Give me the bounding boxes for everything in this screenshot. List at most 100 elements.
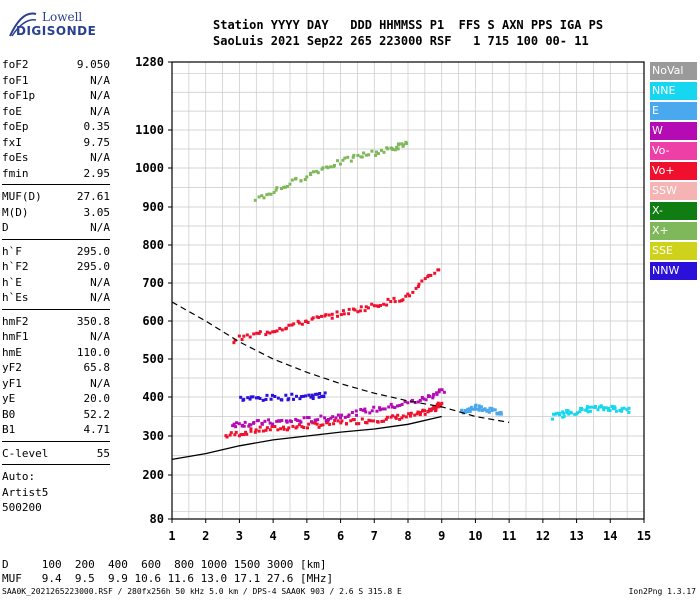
f2-o-trace-mark: [385, 415, 389, 419]
param-label: foEs: [2, 151, 29, 164]
f2-o-trace-mark: [225, 435, 229, 439]
f2-x-trace-mark: [285, 420, 289, 424]
second-hop-trace-mark: [242, 334, 246, 338]
f2-x-trace-mark: [410, 398, 414, 402]
f2-x-trace-mark: [278, 419, 282, 423]
f2-o-trace-mark: [254, 428, 258, 432]
third-hop-trace-mark: [395, 145, 399, 149]
spread-f-cluster-b-mark: [469, 407, 473, 411]
param-value: N/A: [90, 73, 110, 87]
f2-o-trace-mark: [357, 422, 361, 426]
spread-f-cluster-a-mark: [619, 409, 623, 413]
legend-x-minus: X-: [650, 202, 697, 220]
third-hop-trace-mark: [356, 153, 360, 157]
param-value: N/A: [90, 330, 110, 343]
third-hop-trace-mark: [349, 159, 353, 163]
param-value: N/A: [90, 104, 110, 118]
f2-x-trace-mark: [442, 390, 446, 394]
param-row: B1 4.71: [2, 422, 110, 438]
param-label: fmin: [2, 166, 29, 180]
f2-x-trace-mark: [234, 425, 238, 429]
third-hop-trace-mark: [386, 147, 390, 151]
third-hop-trace-mark: [360, 155, 364, 159]
f2-o-trace-mark: [291, 424, 295, 428]
f2-o-trace-mark: [328, 422, 332, 426]
second-hop-trace-mark: [268, 331, 272, 335]
f2-x-trace-mark: [424, 398, 428, 402]
f2-nnw-trace-mark: [299, 395, 303, 399]
third-hop-trace-mark: [338, 162, 342, 166]
f2-nnw-trace-mark: [292, 397, 296, 401]
spread-f-cluster-b-mark: [499, 412, 503, 416]
second-hop-trace-mark: [427, 273, 431, 277]
f2-o-trace-mark: [369, 419, 373, 423]
f2-x-trace-mark: [378, 408, 382, 412]
lowell-digisonde-logo: Lowell DIGISONDE: [8, 8, 108, 48]
f2-o-trace-mark: [372, 419, 376, 423]
param-row: yF1 N/A: [2, 376, 110, 392]
spread-f-cluster-a-mark: [552, 412, 556, 416]
f2-o-trace-mark: [389, 415, 393, 419]
third-hop-trace-mark: [257, 195, 261, 199]
third-hop-trace-mark: [267, 192, 271, 196]
third-hop-trace-mark: [309, 173, 313, 177]
third-hop-trace-mark: [305, 175, 309, 179]
second-hop-trace-mark: [255, 331, 259, 335]
third-hop-trace-mark: [253, 198, 257, 202]
f2-o-trace-mark: [367, 418, 371, 422]
spread-f-cluster-a-mark: [606, 408, 610, 412]
second-hop-trace-mark: [386, 297, 390, 301]
third-hop-trace-mark: [303, 178, 307, 182]
param-label: yF1: [2, 376, 22, 390]
spread-f-cluster-b-mark: [464, 410, 468, 414]
second-hop-trace-mark: [258, 330, 262, 334]
f2-nnw-trace-mark: [264, 397, 268, 401]
f2-o-trace-mark: [281, 425, 285, 429]
f2-x-trace-mark: [378, 406, 382, 410]
x-tick-label: 7: [371, 529, 378, 543]
spread-f-cluster-a-mark: [587, 405, 591, 409]
f2-o-trace-mark: [391, 414, 395, 418]
f2-x-trace-mark: [347, 413, 351, 417]
param-divider: [2, 184, 110, 185]
spread-f-cluster-a-mark: [561, 415, 565, 419]
f2-o-trace-mark: [398, 417, 402, 421]
param-row: hmE 110.0: [2, 345, 110, 361]
f2-o-trace-mark: [355, 422, 359, 426]
param-value: 9.050: [76, 58, 110, 71]
f2-x-trace-mark: [364, 410, 368, 414]
x-tick-label: 1: [168, 529, 175, 543]
f2-o-trace-mark: [333, 419, 337, 423]
f2-x-trace-mark: [354, 409, 358, 413]
second-hop-trace-mark: [248, 335, 252, 339]
spread-f-cluster-a-mark: [555, 411, 559, 415]
param-label: hmF1: [2, 330, 29, 343]
param-value: N/A: [90, 275, 110, 289]
version-label: Ion2Png 1.3.17: [628, 587, 696, 596]
f2-x-trace-mark: [437, 388, 441, 392]
x-tick-label: 13: [569, 529, 583, 543]
f2-o-trace-mark: [440, 401, 444, 405]
x-tick-label: 9: [438, 529, 445, 543]
second-hop-trace-mark: [265, 330, 269, 334]
second-hop-trace-mark: [240, 338, 244, 342]
muf-row: MUF 9.4 9.5 9.9 10.6 11.6 13.0 17.1 27.6…: [2, 572, 334, 585]
f2-x-trace-mark: [416, 400, 420, 404]
f2-o-trace-mark: [407, 412, 411, 416]
spread-f-cluster-b-mark: [474, 403, 478, 407]
third-hop-trace-mark: [262, 196, 266, 200]
spread-f-cluster-a-mark: [602, 406, 606, 410]
distance-row: D 100 200 400 600 800 1000 1500 3000 [km…: [2, 558, 327, 571]
second-hop-trace-mark: [364, 305, 368, 309]
second-hop-trace-mark: [347, 307, 351, 311]
param-row: foF1 N/A: [2, 73, 110, 89]
f2-x-trace-mark: [387, 405, 391, 409]
second-hop-trace-mark: [324, 313, 328, 317]
f2-o-trace-mark: [245, 432, 249, 436]
f2-nnw-trace-mark: [242, 397, 246, 401]
f2-o-trace-mark: [360, 417, 364, 421]
param-row: fmin 2.95: [2, 166, 110, 182]
spread-f-cluster-a-mark: [573, 412, 577, 416]
param-label: h`F2: [2, 260, 29, 273]
third-hop-trace-mark: [312, 170, 316, 174]
